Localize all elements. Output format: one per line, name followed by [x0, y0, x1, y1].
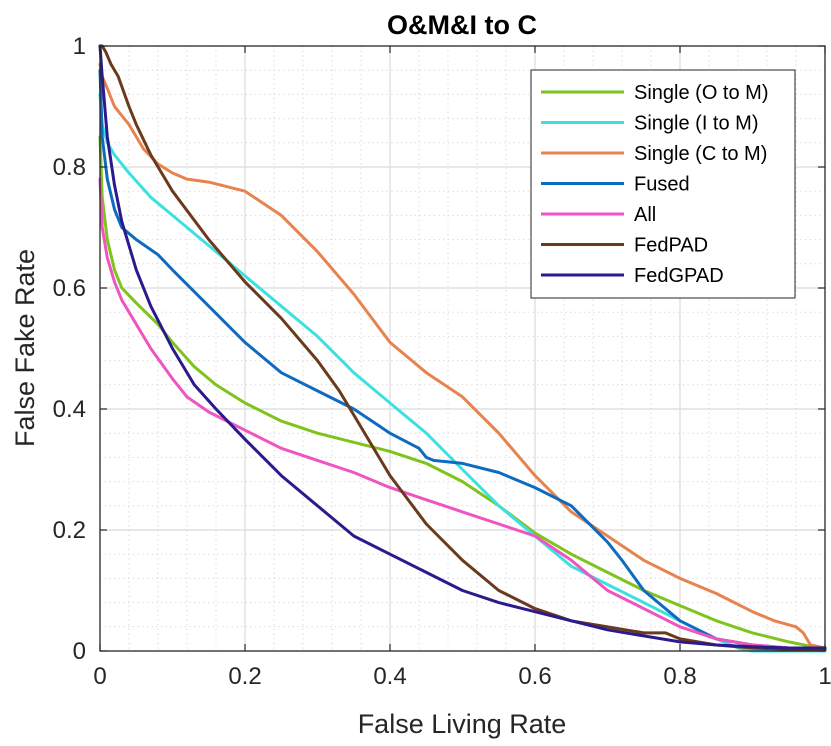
y-axis-ticks: 0 0.2 0.4 0.6 0.8 1	[53, 33, 825, 665]
y-tick-label: 0.4	[53, 396, 86, 423]
plot-frame	[99, 45, 826, 652]
x-tick-label: 0	[93, 663, 106, 690]
x-tick-label: 0.8	[663, 663, 696, 690]
chart-title: O&M&I to C	[387, 10, 537, 40]
y-tick-label: 1	[73, 33, 86, 60]
y-tick-label: 0	[73, 638, 86, 665]
x-tick-label: 0.6	[518, 663, 551, 690]
x-tick-label: 0.2	[228, 663, 261, 690]
x-tick-label: 1	[818, 663, 831, 690]
y-tick-label: 0.6	[53, 275, 86, 302]
x-tick-label: 0.4	[373, 663, 406, 690]
legend-label-fedgpad: FedGPAD	[634, 265, 724, 287]
series-line-fedgpad	[98, 44, 827, 650]
y-tick-label: 0.2	[53, 517, 86, 544]
minor-grid	[100, 46, 825, 651]
legend-label-single-i-to-m: Single (I to M)	[634, 113, 758, 135]
series-line-single-c-to-m	[98, 62, 827, 650]
x-axis-ticks: 0 0.2 0.4 0.6 0.8 1	[93, 46, 831, 690]
legend-label-all: All	[634, 204, 656, 226]
series-line-fused	[98, 68, 827, 650]
legend-label-fedpad: FedPAD	[634, 235, 708, 257]
series-layer	[98, 44, 827, 653]
legend-label-fused: Fused	[634, 174, 690, 196]
y-tick-label: 0.8	[53, 154, 86, 181]
series-line-fedpad	[98, 44, 827, 652]
legend-label-single-c-to-m: Single (C to M)	[634, 143, 767, 165]
legend: Single (O to M) Single (I to M) Single (C …	[530, 69, 796, 299]
y-axis-title: False Fake Rate	[10, 249, 40, 447]
x-axis-title: False Living Rate	[358, 709, 567, 739]
series-line-all	[98, 177, 827, 650]
legend-label-single-o-to-m: Single (O to M)	[634, 82, 768, 104]
